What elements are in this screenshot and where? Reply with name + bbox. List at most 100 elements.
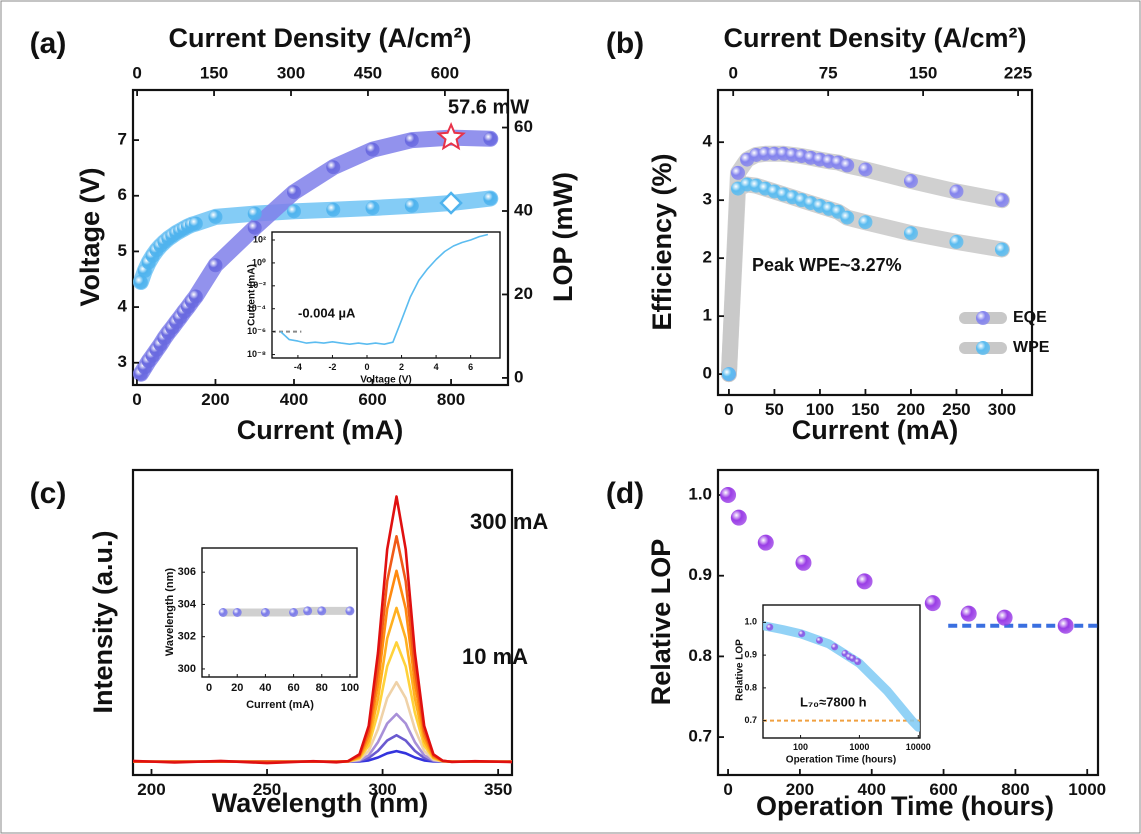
data-point (326, 160, 341, 175)
y-tick-label: 1.0 (688, 484, 712, 503)
y-tick-label: 2 (703, 248, 712, 267)
y-tick-label: 4 (118, 297, 128, 316)
annotation: Peak WPE~3.27% (752, 255, 902, 275)
y-axis-title: Efficiency (%) (647, 153, 677, 330)
y-tick-label: 10² (253, 234, 266, 244)
x2-tick-label: 0 (728, 64, 737, 83)
x-axis-title: Voltage (V) (360, 375, 411, 386)
data-point (317, 606, 327, 616)
legend-label: WPE (1013, 339, 1050, 356)
data-point (365, 142, 380, 157)
x2-tick-label: 150 (200, 64, 228, 83)
y-tick-label: 5 (118, 241, 127, 260)
y-tick-label: 0.9 (688, 565, 712, 584)
x2-axis-title: Current Density (A/cm²) (723, 23, 1026, 53)
y2-tick-label: 0 (514, 367, 523, 386)
x-tick-label: 0 (723, 780, 732, 799)
x-tick-label: 80 (316, 682, 328, 694)
x-tick-label: 1000 (1068, 780, 1106, 799)
panel: -4 -2 0 2 4 6 Voltage (V) 10² 10⁰ 10⁻² 10⁻⁴ 10⁻⁶ 10⁻… (247, 231, 501, 386)
x-axis-title: Current (mA) (246, 699, 314, 711)
data-point (289, 608, 299, 617)
x-tick-label: 20 (231, 682, 243, 694)
panel: 0 20 40 60 80 100 Current (mA) 300 302 304 306Wave… (164, 547, 359, 711)
x-axis-title: Operation Time (hours) (786, 755, 896, 766)
y-tick-label: 4 (703, 132, 713, 151)
x-tick-label: 2 (399, 362, 404, 372)
data-point (924, 595, 941, 612)
data-point (766, 623, 774, 631)
series-line (133, 495, 512, 765)
star-marker (436, 122, 466, 151)
x2-tick-label: 600 (431, 64, 459, 83)
x-tick-label: 600 (358, 390, 386, 409)
data-point (854, 658, 862, 666)
plot-area (272, 233, 489, 345)
x-tick-label: 200 (786, 780, 814, 799)
y-axis-title: Current (mA) (247, 264, 258, 326)
data-point (949, 184, 964, 199)
x2-tick-label: 225 (1004, 64, 1032, 83)
legend-swatch (976, 341, 990, 355)
data-point (816, 636, 824, 644)
x-tick-label: 200 (897, 400, 925, 419)
y-tick-label: 300 (178, 663, 196, 675)
x-tick-label: 200 (201, 390, 229, 409)
data-point (831, 643, 839, 651)
y2-tick-label: 40 (514, 200, 533, 219)
data-point (208, 209, 223, 224)
panel-label: (d) (606, 477, 644, 510)
series-band (219, 606, 354, 617)
panel-label: (c) (30, 477, 67, 510)
data-point (903, 226, 918, 241)
data-point (286, 185, 301, 200)
x-tick-label: 400 (280, 390, 308, 409)
y2-axis-title: LOP (mW) (548, 172, 578, 302)
plot-frame (271, 231, 501, 359)
data-point (1057, 617, 1074, 634)
x2-tick-label: 150 (909, 64, 937, 83)
data-point (286, 204, 301, 219)
data-point (849, 654, 857, 662)
x-tick-label: 100 (806, 400, 834, 419)
data-point (208, 258, 223, 273)
y-tick-label: 0.7 (744, 715, 757, 725)
legend-swatch (976, 311, 990, 325)
x2-tick-label: 300 (277, 64, 305, 83)
x-axis-title: Operation Time (hours) (756, 791, 1054, 821)
x-tick-label: 100 (341, 682, 359, 694)
y-tick-label: 0.8 (688, 646, 712, 665)
data-point (483, 191, 498, 206)
x-tick-label: 0 (364, 362, 369, 372)
x-axis-title: Current (mA) (792, 415, 959, 445)
y-tick-label: 10⁻⁸ (247, 349, 266, 359)
x-tick-label: 300 (988, 400, 1016, 419)
panel-label: (b) (606, 27, 644, 60)
data-point (404, 198, 419, 213)
data-point (858, 215, 873, 230)
data-point (795, 554, 812, 571)
x-tick-label: 1000 (849, 742, 869, 752)
data-point (721, 367, 736, 382)
data-point (731, 165, 746, 180)
panel: 0 50 100 150 200 250 300 Current (mA) 0 75 150 225 C… (606, 23, 1050, 445)
x-tick-label: 50 (765, 400, 784, 419)
data-point (994, 193, 1009, 208)
data-point (188, 289, 203, 304)
x-tick-label: 10000 (906, 742, 931, 752)
data-point (996, 609, 1013, 626)
y-tick-label: 0.8 (744, 682, 757, 692)
y-axis-title: Wavelength (nm) (164, 568, 176, 657)
x2-tick-label: 75 (819, 64, 838, 83)
x-tick-label: 350 (484, 780, 512, 799)
data-point (345, 606, 355, 616)
x-tick-label: 100 (793, 742, 808, 752)
y-tick-label: 3 (703, 190, 712, 209)
data-point (903, 174, 918, 189)
y-tick-label: 6 (118, 185, 127, 204)
x-tick-label: 0 (132, 390, 141, 409)
series-line (280, 233, 489, 345)
y-tick-label: 7 (118, 130, 127, 149)
